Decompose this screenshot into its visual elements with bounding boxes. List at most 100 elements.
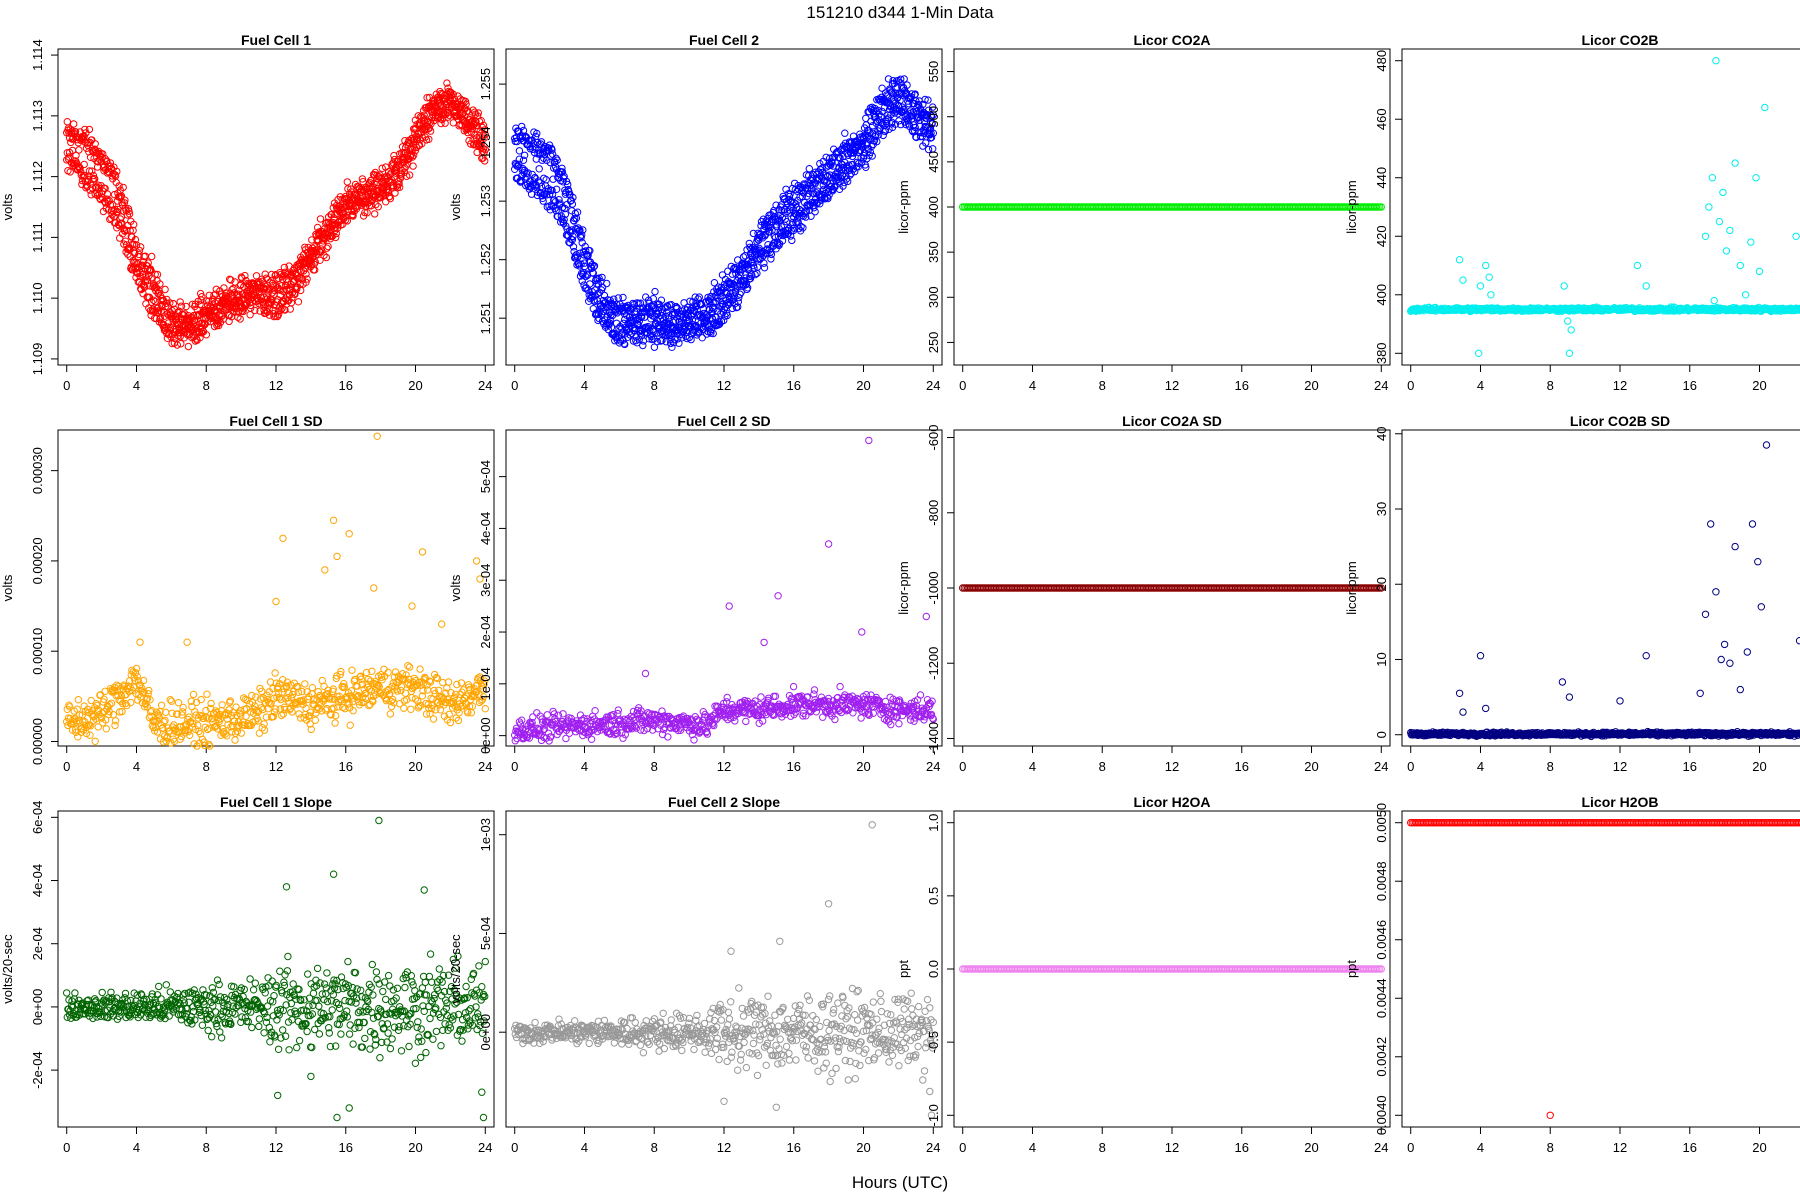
data-point	[334, 221, 342, 229]
y-tick-label: 380	[1374, 342, 1389, 364]
data-point	[280, 263, 289, 272]
data-point	[91, 145, 99, 153]
x-tick-label: 12	[717, 378, 731, 393]
data-point	[223, 295, 231, 303]
data-point	[121, 196, 129, 204]
data-point	[632, 337, 640, 345]
y-tick-label: 1.110	[30, 282, 45, 314]
y-tick-label: 1.254	[478, 126, 493, 159]
data-point	[586, 280, 594, 288]
data-point	[157, 307, 165, 315]
x-tick-label: 4	[581, 759, 588, 774]
data-point	[291, 290, 299, 299]
x-tick-label: 24	[478, 759, 492, 774]
data-point	[236, 315, 244, 323]
x-tick-label: 24	[926, 378, 940, 393]
data-point	[552, 154, 560, 163]
data-point	[103, 190, 112, 198]
data-point	[94, 181, 102, 189]
data-point	[89, 171, 98, 180]
x-tick-label: 8	[1547, 378, 1554, 393]
data-point	[823, 173, 831, 181]
data-point	[76, 164, 84, 173]
data-point	[301, 680, 309, 688]
data-point	[268, 289, 276, 297]
data-point	[598, 273, 606, 282]
data-point	[908, 90, 916, 98]
data-point	[537, 182, 546, 191]
x-tick-label: 16	[1235, 378, 1249, 393]
data-point	[196, 300, 204, 309]
data-point	[573, 208, 582, 216]
data-point	[163, 334, 172, 342]
data-point	[653, 317, 661, 325]
y-tick-label: 300	[926, 286, 941, 308]
data-point	[697, 300, 706, 309]
data-point	[449, 119, 457, 127]
data-point	[77, 171, 86, 180]
data-point	[650, 343, 659, 351]
data-point-outlier	[329, 516, 338, 524]
data-point	[479, 145, 488, 153]
data-point	[232, 703, 240, 711]
data-point	[161, 285, 169, 294]
data-point	[573, 225, 581, 234]
data-point-outlier	[1455, 256, 1464, 264]
data-point-outlier	[345, 530, 353, 538]
data-point	[285, 262, 293, 270]
data-point	[619, 319, 628, 327]
y-tick-label: 0e+00	[478, 717, 493, 754]
data-point	[576, 249, 584, 258]
data-point	[316, 256, 324, 264]
data-point	[552, 185, 561, 194]
data-point	[446, 96, 454, 104]
data-point-outlier	[1708, 174, 1717, 182]
data-point	[457, 102, 466, 110]
data-point	[72, 151, 80, 160]
data-point	[519, 156, 528, 164]
panel-title: Fuel Cell 2 SD	[677, 413, 770, 429]
data-point-outlier	[1726, 226, 1734, 235]
data-point	[517, 176, 525, 185]
data-point	[512, 161, 520, 169]
data-point	[664, 330, 673, 339]
data-point	[400, 704, 408, 712]
y-tick-label: 4e-04	[478, 512, 493, 545]
data-point-outlier	[1487, 291, 1495, 299]
data-point-outlier	[1792, 232, 1800, 241]
data-point	[125, 244, 133, 253]
data-point	[347, 199, 355, 207]
y-tick-label: 1.112	[30, 161, 45, 193]
data-point	[924, 96, 932, 104]
data-point	[607, 311, 615, 319]
data-point	[805, 165, 813, 173]
data-point-outlier	[408, 602, 416, 610]
data-point	[132, 273, 140, 282]
data-point	[283, 293, 292, 301]
data-point	[255, 287, 264, 296]
data-point	[555, 196, 563, 204]
data-point	[391, 164, 400, 172]
data-point	[227, 276, 235, 284]
data-point	[166, 299, 174, 307]
data-point	[247, 304, 255, 312]
data-point	[243, 299, 251, 307]
data-point	[595, 274, 603, 282]
data-point	[85, 125, 94, 134]
data-point	[121, 227, 129, 235]
data-point	[644, 296, 653, 304]
y-tick-label: 0.00000	[30, 718, 45, 765]
data-point	[451, 108, 459, 116]
data-point-outlier	[1475, 349, 1483, 357]
y-tick-label: 550	[926, 61, 941, 83]
x-tick-label: 16	[787, 378, 801, 393]
y-tick-label: 400	[1374, 284, 1389, 306]
data-point	[347, 195, 356, 204]
data-point	[903, 81, 911, 89]
data-point	[234, 313, 242, 321]
data-point	[197, 296, 205, 304]
x-tick-label: 0	[511, 378, 518, 393]
data-point	[74, 696, 83, 704]
data-point	[148, 252, 156, 261]
data-point	[68, 146, 77, 155]
